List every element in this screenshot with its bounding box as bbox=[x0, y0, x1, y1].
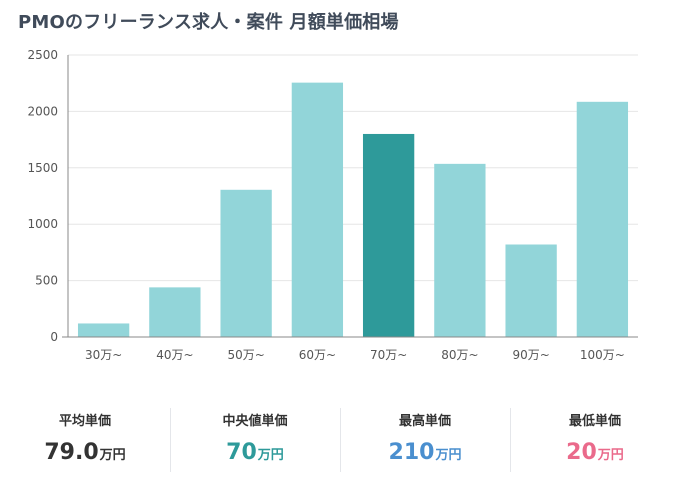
chart-title: PMOのフリーランス求人・案件 月額単価相場 bbox=[18, 12, 399, 33]
stat-median-unit: 万円 bbox=[257, 448, 284, 463]
stat-median-label: 中央値単価 bbox=[222, 414, 288, 429]
stat-min-unit: 万円 bbox=[597, 448, 624, 463]
y-tick-label: 1000 bbox=[27, 217, 58, 231]
bar-6 bbox=[505, 244, 557, 337]
bar-chart: 0 500 1000 1500 2000 2500 30万~ 40万~ 50万~ 60万~ 70万~… bbox=[27, 48, 638, 362]
x-tick-label: 50万~ bbox=[227, 348, 264, 362]
y-tick-label: 2000 bbox=[27, 104, 58, 118]
x-tick-label: 90万~ bbox=[512, 348, 549, 362]
bar-0 bbox=[77, 323, 130, 337]
stat-max-label: 最高単価 bbox=[398, 414, 451, 429]
x-tick-label: 70万~ bbox=[370, 348, 407, 362]
stat-min-value: 20 bbox=[566, 440, 597, 465]
stat-max-value: 210 bbox=[388, 440, 435, 465]
bar-1 bbox=[149, 287, 201, 337]
y-tick-label: 2500 bbox=[27, 48, 58, 62]
y-tick-label: 500 bbox=[35, 274, 58, 288]
bar-4 bbox=[362, 133, 415, 337]
bar-5 bbox=[434, 163, 486, 337]
stat-median: 中央値単価 70万円 bbox=[170, 396, 340, 476]
x-tick-label: 100万~ bbox=[580, 348, 625, 362]
x-tick-label: 60万~ bbox=[299, 348, 336, 362]
bar-2 bbox=[220, 189, 272, 337]
x-tick-label: 80万~ bbox=[441, 348, 478, 362]
x-tick-label: 40万~ bbox=[156, 348, 193, 362]
stat-min: 最低単価 20万円 bbox=[510, 396, 680, 476]
y-tick-label: 0 bbox=[50, 330, 58, 344]
stat-max: 最高単価 210万円 bbox=[340, 396, 510, 476]
price-stats: 平均単価 79.0万円 中央値単価 70万円 最高単価 210万円 最低単価 2… bbox=[0, 396, 680, 476]
stat-average: 平均単価 79.0万円 bbox=[0, 396, 170, 476]
stat-min-label: 最低単価 bbox=[568, 414, 621, 429]
bar-7 bbox=[576, 101, 629, 337]
stat-average-value: 79.0 bbox=[44, 440, 99, 465]
stat-average-label: 平均単価 bbox=[58, 414, 111, 429]
stat-median-value: 70 bbox=[226, 440, 257, 465]
y-tick-label: 1500 bbox=[27, 161, 58, 175]
stat-max-unit: 万円 bbox=[435, 448, 462, 463]
x-tick-label: 30万~ bbox=[85, 348, 122, 362]
stat-average-unit: 万円 bbox=[99, 448, 126, 463]
bar-3 bbox=[291, 82, 344, 337]
